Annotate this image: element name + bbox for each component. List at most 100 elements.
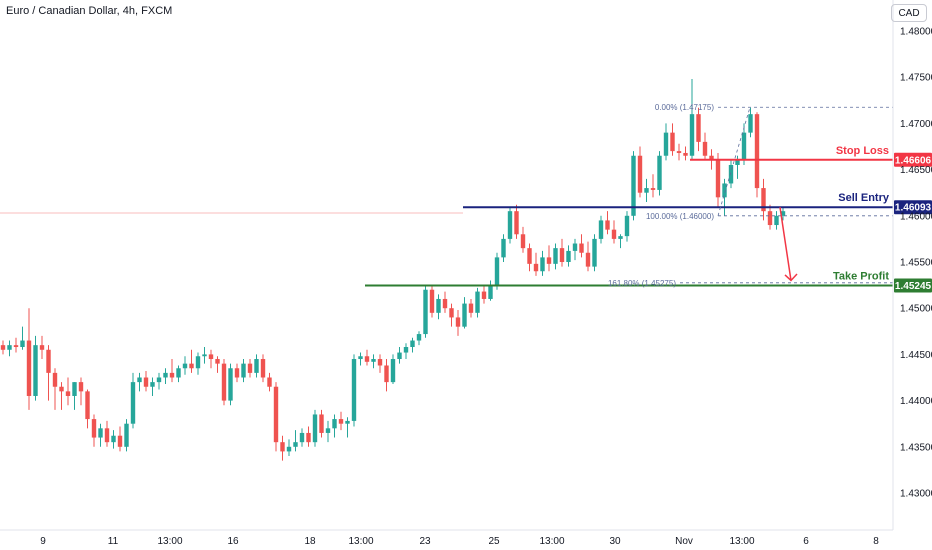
candle — [325, 420, 331, 443]
time-tick-label: 13:00 — [729, 536, 754, 547]
candle — [579, 234, 584, 258]
candle-body — [689, 114, 695, 156]
candle-body — [605, 220, 610, 230]
candle — [13, 337, 19, 353]
fibonacci-label: 161.80% (1.45275) — [608, 279, 676, 288]
candle-body — [299, 432, 305, 443]
fibonacci-label: 0.00% (1.47175) — [655, 103, 714, 112]
currency-button[interactable]: CAD — [891, 4, 927, 22]
candle — [182, 356, 188, 375]
candle — [299, 428, 305, 447]
stop-loss-price-label: 1.46606 — [895, 155, 932, 166]
candle-body — [735, 160, 740, 165]
fibonacci-layer: 0.00% (1.47175) 100.00% (1.46000) 161.80% … — [608, 103, 893, 288]
candle-body — [540, 257, 545, 272]
candle-body — [592, 238, 597, 267]
candle — [176, 365, 181, 383]
candle — [286, 439, 292, 457]
candle-body — [39, 345, 45, 350]
candle — [234, 363, 240, 383]
price-tick-label: 1.44000 — [900, 396, 932, 407]
time-axis: 9 11 13:00 16 18 13:00 23 25 13:00 30 Nov 13:00 6 8 — [40, 536, 879, 547]
candle-body — [585, 252, 591, 267]
candle — [59, 382, 64, 410]
candle — [559, 238, 565, 267]
levels-layer: Stop Loss 1.46606 Sell Entry 1.46093 Take Pr… — [365, 145, 932, 293]
candle-body — [494, 257, 500, 286]
projection-arrow-line — [779, 207, 792, 281]
candle — [208, 349, 214, 369]
candle-body — [663, 132, 669, 156]
candle — [124, 419, 129, 452]
candle-body — [715, 160, 721, 198]
candle-body — [20, 340, 25, 348]
candle-body — [475, 291, 480, 313]
candle — [650, 174, 656, 198]
candle-body — [280, 442, 285, 452]
candle-body — [0, 345, 6, 350]
candle — [267, 372, 272, 392]
candle-body — [468, 303, 474, 313]
candle — [624, 211, 630, 242]
candle — [111, 430, 116, 449]
candle — [423, 285, 428, 338]
candle-body — [345, 420, 350, 424]
time-tick-label: 13:00 — [157, 536, 182, 547]
candle-body — [143, 377, 149, 387]
candle — [390, 354, 396, 384]
candle — [202, 347, 207, 364]
candle-body — [650, 188, 656, 190]
candle — [130, 372, 136, 429]
candle-body — [741, 132, 747, 161]
candle — [247, 359, 253, 378]
candle-body — [761, 188, 766, 212]
candle — [377, 354, 383, 373]
price-tick-label: 1.48000 — [900, 27, 932, 38]
candles-layer — [0, 79, 786, 461]
candle — [644, 178, 649, 202]
candle-body — [611, 229, 617, 239]
candle-body — [163, 372, 168, 378]
candle-body — [111, 435, 116, 443]
candle-body — [273, 386, 279, 443]
candle-body — [33, 345, 38, 396]
candle-body — [195, 356, 201, 369]
candle-body — [208, 354, 214, 360]
candle-body — [306, 432, 311, 443]
candle — [273, 382, 279, 452]
candle — [462, 297, 467, 329]
candle-body — [514, 211, 519, 235]
candle — [7, 340, 12, 357]
candle — [637, 146, 643, 198]
candle — [215, 356, 220, 373]
candle-body — [65, 391, 71, 396]
time-tick-label: 16 — [227, 536, 239, 547]
candle — [163, 368, 168, 384]
candle — [605, 211, 610, 235]
candle — [553, 243, 558, 270]
candle-body — [46, 349, 51, 373]
candle-body — [527, 248, 532, 264]
candle — [657, 151, 662, 196]
candle-body — [624, 215, 630, 237]
arrow-head-icon — [784, 273, 798, 282]
candle-body — [117, 435, 123, 447]
candle — [696, 107, 701, 152]
candle — [663, 123, 669, 161]
candle-body — [247, 363, 253, 373]
stop-loss-price-badge — [894, 152, 932, 167]
candle — [689, 79, 695, 161]
candle — [241, 359, 246, 383]
candle-body — [13, 345, 19, 348]
price-tick-label: 1.43000 — [900, 489, 932, 500]
candle-body — [254, 359, 259, 373]
candle — [143, 371, 149, 392]
candle — [416, 331, 422, 346]
candle-body — [78, 382, 84, 392]
fibonacci-trend-line — [717, 107, 751, 216]
candle-body — [488, 285, 493, 299]
candle-body — [572, 243, 578, 251]
candle — [780, 206, 786, 221]
price-tick-label: 1.45000 — [900, 304, 932, 315]
